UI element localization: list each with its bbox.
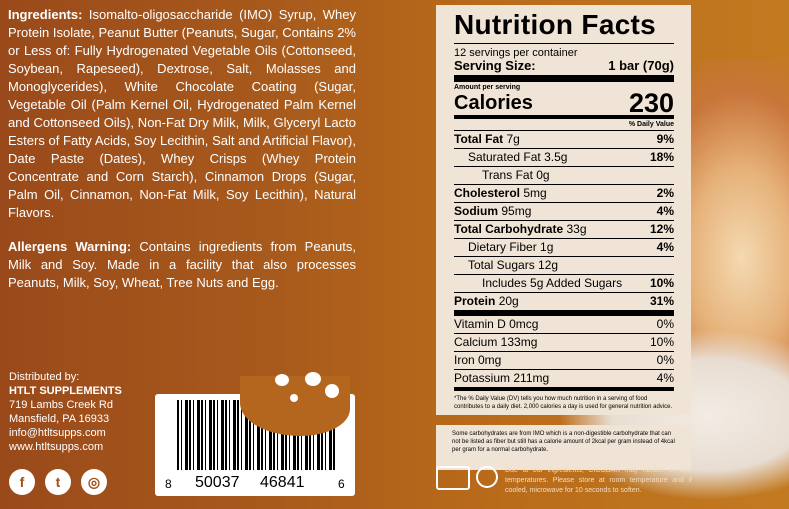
calories-row: Calories 230	[454, 88, 674, 119]
vitamin-row: Calcium 133mg 10%	[454, 334, 674, 352]
nutrient-label: Sodium 95mg	[454, 203, 531, 220]
nutrient-row: Includes 5g Added Sugars 10%	[454, 275, 674, 293]
nutrient-row: Total Sugars 12g	[454, 257, 674, 275]
facebook-icon: f	[9, 469, 35, 495]
nutrient-name: Cholesterol	[454, 186, 521, 200]
distributor-info: Distributed by: HTLT SUPPLEMENTS 719 Lam…	[9, 371, 122, 453]
storage-note: Due to our ingredients, CICOBAR may hard…	[505, 467, 692, 494]
twitter-icon: t	[45, 469, 71, 495]
nutrient-row: Total Carbohydrate 33g 12%	[454, 221, 674, 239]
vitamin-dv: 0%	[656, 353, 674, 367]
nutrition-facts-panel: Nutrition Facts 12 servings per containe…	[436, 5, 691, 415]
nutrient-dv: 9%	[656, 132, 674, 146]
nutrient-amount: 95mg	[501, 204, 532, 218]
nutrient-dv: 4%	[656, 240, 674, 254]
nutrient-label: Total Carbohydrate 33g	[454, 221, 587, 238]
ingredients-text: Ingredients: Isomalto-oligosaccharide (I…	[8, 7, 356, 220]
nutrient-label: Protein 20g	[454, 293, 519, 310]
storage-icons	[436, 466, 498, 490]
nutrient-row: Sodium 95mg 4%	[454, 203, 674, 221]
nutrient-name: Sodium	[454, 204, 498, 218]
nutrient-name: Total Sugars	[468, 258, 535, 272]
vitamin-name: Vitamin D 0mcg	[454, 317, 539, 331]
imo-note: Some carbohydrates are from IMO which is…	[436, 425, 691, 470]
nutrient-name: Protein	[454, 294, 496, 308]
nutrient-amount: 0g	[536, 168, 550, 182]
nutrient-dv: 4%	[656, 204, 674, 218]
vitamin-name: Potassium 211mg	[454, 371, 550, 385]
nutrient-label: Dietary Fiber 1g	[468, 239, 553, 256]
nutrient-row: Trans Fat 0g	[454, 167, 674, 185]
social-icons: f t ◎	[9, 469, 107, 495]
serving-size: Serving Size: 1 bar (70g)	[454, 59, 674, 82]
vitamin-name: Calcium 133mg	[454, 335, 538, 349]
nutrient-row: Protein 20g 31%	[454, 293, 674, 316]
nutrient-name: Trans Fat	[482, 168, 533, 182]
nutrient-row: Dietary Fiber 1g 4%	[454, 239, 674, 257]
barcode: 8 50037 46841 6	[155, 372, 355, 496]
nutrient-rows: Total Fat 7g 9% Saturated Fat 3.5g 18% Trans…	[454, 131, 674, 391]
nutrient-dv: 18%	[649, 150, 674, 164]
vitamin-row: Vitamin D 0mcg 0%	[454, 316, 674, 334]
microwave-icon	[436, 466, 470, 490]
crumb	[325, 384, 339, 398]
nutrient-row: Total Fat 7g 9%	[454, 131, 674, 149]
timer-icon	[476, 466, 498, 488]
nutrient-name: Dietary Fiber	[468, 240, 537, 254]
nutrient-dv: 10%	[649, 276, 674, 290]
nutrient-label: Total Sugars 12g	[468, 257, 558, 274]
nutrient-name: Total Carbohydrate	[454, 222, 564, 236]
vitamin-dv: 0%	[656, 317, 674, 331]
footnote: *The % Daily Value (DV) tells you how mu…	[454, 396, 673, 410]
nutrient-label: Cholesterol 5mg	[454, 185, 547, 202]
nutrient-amount: 12g	[538, 258, 559, 272]
nutrient-row: Saturated Fat 3.5g 18%	[454, 149, 674, 167]
nutrient-label: Saturated Fat 3.5g	[468, 149, 567, 166]
nutrient-label: Trans Fat 0g	[482, 167, 550, 184]
nutrient-dv: 12%	[649, 222, 674, 236]
instagram-icon: ◎	[81, 469, 107, 495]
vitamin-dv: 4%	[656, 371, 674, 385]
nutrient-name: Saturated Fat	[468, 150, 541, 164]
nutrient-amount: 7g	[506, 132, 520, 146]
ingredients-panel: Ingredients: Isomalto-oligosaccharide (I…	[8, 6, 356, 292]
nutrient-amount: 1g	[540, 240, 554, 254]
vitamin-row: Potassium 211mg 4%	[454, 370, 674, 391]
nutrient-amount: 20g	[498, 294, 519, 308]
nutrient-name: Includes 5g Added Sugars	[482, 276, 623, 290]
nutrient-label: Includes 5g Added Sugars	[482, 275, 622, 292]
nutrient-dv: 2%	[656, 186, 674, 200]
nutrient-amount: 33g	[566, 222, 587, 236]
website: www.htltsupps.com	[9, 441, 104, 453]
crumb	[305, 372, 321, 386]
vitamin-row: Iron 0mg 0%	[454, 352, 674, 370]
vitamin-dv: 10%	[649, 335, 674, 349]
crumb	[275, 374, 289, 386]
nutrient-label: Total Fat 7g	[454, 131, 520, 148]
nutrient-name: Total Fat	[454, 132, 504, 146]
nutrient-row: Cholesterol 5mg 2%	[454, 185, 674, 203]
nutrient-amount: 5mg	[523, 186, 547, 200]
email: info@htltsupps.com	[9, 427, 106, 439]
allergens-text: Allergens Warning: Contains ingredients …	[8, 239, 356, 290]
nutrient-amount: 3.5g	[544, 150, 568, 164]
crumb	[290, 394, 298, 402]
vitamin-name: Iron 0mg	[454, 353, 502, 367]
nutrient-dv: 31%	[649, 294, 674, 308]
